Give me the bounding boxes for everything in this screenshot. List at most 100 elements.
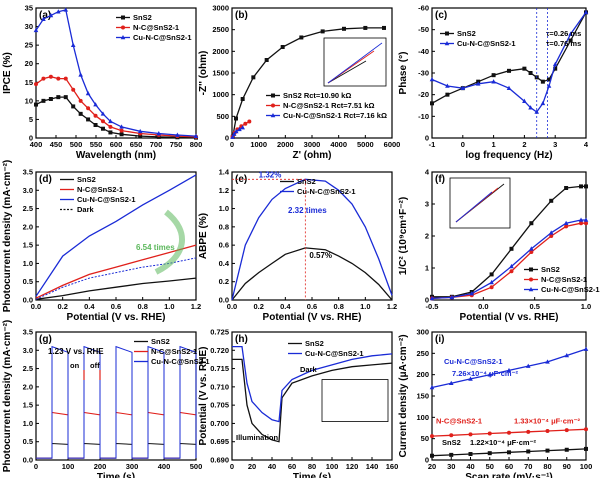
panel-a: 400 450 500 550 600 650 700 750 800 0 5 10 15 20 25 30 3… [2,4,202,162]
ipce-point [108,118,113,124]
nyquist-point [251,75,256,80]
y-tick-label: 2.5 [23,204,33,213]
ipce-point [34,82,38,87]
x-tick-label: 1000 [250,140,267,149]
y-tick-label: 0.5 [23,437,33,446]
cdl-point [564,428,569,433]
bode-point [583,9,589,15]
ms-point [469,291,475,296]
inset-frame [321,379,389,422]
nyquist-point [240,97,245,101]
bode-point [568,38,573,43]
ocp-line-1 [232,345,393,423]
y-tick-label: 0.5 [23,277,33,286]
x-tick-label: 20 [428,462,436,471]
x-axis-label: Potential (V vs. RHE) [67,312,166,323]
bode-point [507,68,511,73]
y-tick-label: 0 [225,134,229,143]
ipce-point [63,95,68,100]
nyquist-point [243,121,248,126]
y-tick-label: 0.0 [23,296,33,305]
lsv-line-2 [35,174,197,297]
x-tick-label: 300 [126,462,139,471]
legend-entry: Cu-N-C@SnS2-1 [305,349,364,358]
y-tick-label: 0.705 [210,401,229,410]
cdl-point [584,427,588,432]
y-tick-label: 2500 [212,25,229,34]
ms-point [489,272,494,277]
y-tick-label: 35 [25,4,33,13]
inset-line [455,191,493,223]
ipce-point [63,7,69,12]
ms-point [529,246,534,251]
x-tick-label: 0.0 [227,302,237,311]
ms-point [563,220,569,225]
ms-point [529,250,534,254]
legend-entry: Cu-N-C@SnS2-1 [133,33,192,42]
legend-entry: SnS2 [77,175,96,184]
panel-d: 0.0 0.2 0.4 0.6 0.8 1.0 1.2 0.0 0.5 1.0 1.5 2.0 2.5 3… [2,160,201,323]
abpe-line-0 [231,247,393,301]
y-axis-label: Potential (V vs. RHE) [198,347,209,446]
plot-frame [431,7,587,139]
ipce-point [56,95,61,100]
ratio-label: 6.54 times [136,243,175,252]
y-axis-label: 1/C² (10⁹cm⁴F⁻²) [398,197,409,275]
ms-point [584,184,588,189]
y-tick-label: 30 [25,22,33,31]
illumination-label: Illumination [236,433,279,442]
bode-point [528,105,533,110]
ms-point [429,295,435,301]
x-tick-label: 0 [230,462,234,471]
x-tick-label: 0.6 [307,302,317,311]
ipce-line-2 [35,9,197,137]
x-tick-label: 70 [524,462,532,471]
cdl-point [545,428,550,433]
ms-point [579,221,584,226]
legend-entry: Cu-N-C@SnS2-1 [541,285,600,294]
bias-label: 1.23 V vs. RHE [48,347,104,356]
x-axis-label: Scan rate (mV·s⁻¹) [465,472,553,478]
bode-point [552,61,558,67]
panel-f: -0.5 0.0 0.5 1.0 0 1 2 3 4 Potential (V vs. RHE) 1… [398,168,600,324]
x-tick-label: 100 [580,462,593,471]
x-axis-label: Z' (ohm) [292,150,331,161]
panel-letter: (f) [435,174,445,185]
x-axis-label: Wavelength (nm) [76,150,156,161]
ipce-point [71,104,76,109]
x-tick-label: 100 [326,462,339,471]
ocp-line-0 [232,358,393,443]
y-tick-label: -30 [418,69,429,78]
ipce-point [34,102,38,107]
ms-point [564,186,569,190]
ms-point [489,285,494,290]
legend-entry: SnS2 Rct=10.90 kΩ [283,91,351,100]
inset-line [327,42,383,84]
x-axis-label: log frequency (Hz) [465,150,552,161]
y-tick-label: 50 [421,434,429,443]
cdl-point [564,352,570,358]
y-tick-label: 0 [425,134,429,143]
x-tick-label: 120 [346,462,359,471]
on-label: on [70,361,80,370]
x-tick-label: 400 [30,140,43,149]
x-tick-label: 100 [62,462,75,471]
ipce-point [41,76,46,81]
bode-point [491,73,496,78]
nc-label: N-C@SnS2-1 [436,416,482,425]
bode-point [534,109,540,114]
x-tick-label: 1.0 [164,302,174,311]
y-tick-label: 0.690 [210,456,229,465]
legend-marker [120,35,126,40]
ipce-line-1 [35,76,197,138]
ms-point [449,294,455,300]
nyquist-point [264,58,269,62]
bode-point [522,66,527,71]
legend-marker [528,287,534,292]
legend-entry: Dark [77,205,95,214]
ipce-point [41,16,46,21]
peak-cunc: 1.32% [259,170,282,179]
ms-point [579,184,584,189]
y-tick-label: 200 [416,370,429,379]
cdl-point [584,446,588,451]
